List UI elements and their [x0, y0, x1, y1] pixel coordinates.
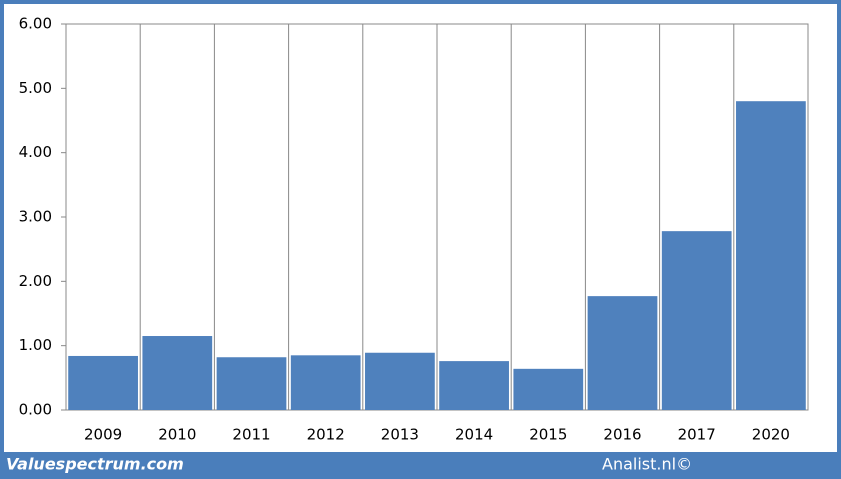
x-tick-label: 2012 — [307, 426, 345, 444]
x-tick-label: 2015 — [529, 426, 567, 444]
footer-left: Valuespectrum.com — [6, 455, 184, 474]
x-tick-label: 2017 — [678, 426, 716, 444]
y-tick-label: 4.00 — [19, 143, 52, 161]
x-tick-label: 2013 — [381, 426, 419, 444]
bar — [736, 101, 806, 410]
bar — [661, 231, 732, 410]
bar — [513, 368, 584, 410]
bar — [587, 296, 658, 410]
x-tick-label: 2010 — [158, 426, 196, 444]
bar — [365, 352, 435, 410]
bar — [142, 336, 213, 410]
y-tick-label: 3.00 — [19, 208, 52, 226]
x-tick-label: 2009 — [84, 426, 122, 444]
footer-right: Analist.nl© — [602, 455, 692, 474]
bar — [216, 357, 287, 410]
x-tick-label: 2014 — [455, 426, 493, 444]
bar — [68, 355, 138, 410]
y-tick-label: 1.00 — [19, 336, 52, 354]
y-tick-label: 6.00 — [19, 15, 52, 33]
y-tick-label: 2.00 — [19, 272, 52, 290]
x-tick-label: 2016 — [603, 426, 641, 444]
y-tick-label: 5.00 — [19, 79, 52, 97]
y-tick-label: 0.00 — [19, 401, 52, 419]
x-tick-label: 2011 — [232, 426, 270, 444]
bar — [290, 355, 361, 410]
x-tick-label: 2020 — [752, 426, 790, 444]
bar — [439, 361, 509, 410]
